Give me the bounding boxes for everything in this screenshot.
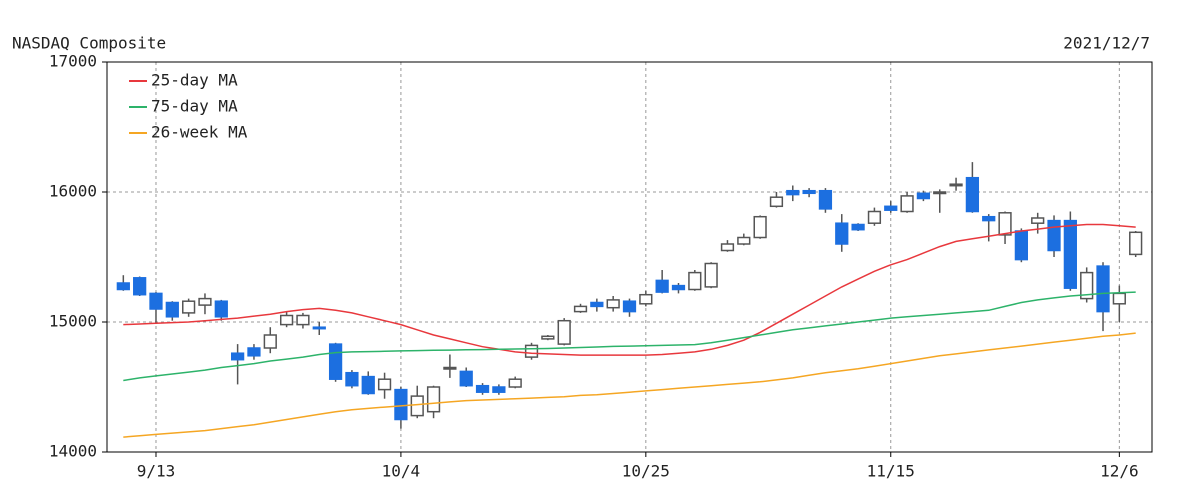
candle-body xyxy=(622,300,637,313)
candle-body xyxy=(671,284,686,291)
x-tick-label: 10/4 xyxy=(382,462,421,481)
candle-body xyxy=(377,378,392,391)
candle-body xyxy=(704,262,718,288)
candle-body xyxy=(182,300,196,314)
candle-body xyxy=(884,205,898,211)
candle-body xyxy=(492,386,506,393)
candle-body xyxy=(867,210,882,224)
candle-body xyxy=(900,195,914,213)
candle-body xyxy=(949,183,963,187)
y-tick-label: 14000 xyxy=(49,442,97,461)
candle-body xyxy=(149,292,163,310)
candle-body xyxy=(394,388,408,421)
candle-body xyxy=(1014,230,1029,261)
chart-title: NASDAQ Composite xyxy=(12,34,166,53)
candle-body xyxy=(720,243,735,252)
candle-body xyxy=(230,352,245,361)
x-tick-label: 11/15 xyxy=(867,462,915,481)
candle-body xyxy=(312,326,326,330)
candle-body xyxy=(737,236,751,245)
candle-body xyxy=(818,189,833,210)
candle-body xyxy=(965,176,980,213)
candle-body xyxy=(541,335,555,340)
chart-date: 2021/12/7 xyxy=(1063,34,1150,53)
candle-body xyxy=(769,196,784,208)
candle-body xyxy=(655,279,669,293)
candle-body xyxy=(851,223,865,231)
candle-body xyxy=(116,282,130,291)
candle-body xyxy=(198,297,212,306)
candle-body xyxy=(916,192,931,200)
candle-body xyxy=(133,277,147,296)
candle-body xyxy=(982,215,996,222)
candle-body xyxy=(296,314,310,326)
candle-body xyxy=(410,395,424,417)
candle-body xyxy=(1112,292,1126,305)
candle-body xyxy=(1096,265,1110,313)
candle-body xyxy=(606,299,620,309)
x-tick-label: 12/6 xyxy=(1100,462,1139,481)
y-tick-label: 15000 xyxy=(49,312,97,331)
candle-body xyxy=(475,384,490,393)
candle-body xyxy=(214,300,228,318)
candle-body xyxy=(361,375,375,395)
candle-body xyxy=(345,371,359,387)
candle-body xyxy=(263,334,277,349)
candle-body xyxy=(557,319,571,345)
ma-line xyxy=(123,332,1136,438)
candle-body xyxy=(753,215,767,239)
candle-body xyxy=(590,301,604,308)
candle-body xyxy=(1063,219,1077,289)
ma-line xyxy=(123,223,1136,356)
candle-body xyxy=(998,212,1012,236)
candle-body xyxy=(786,189,800,196)
x-tick-label: 10/25 xyxy=(622,462,670,481)
candle-body xyxy=(1080,271,1094,300)
candle-body xyxy=(639,293,653,305)
candle-body xyxy=(165,301,179,318)
y-tick-label: 16000 xyxy=(49,182,97,201)
candle-body xyxy=(524,344,539,358)
candle-body xyxy=(1129,231,1143,256)
legend-label: 75-day MA xyxy=(151,97,238,116)
candle-body xyxy=(688,271,702,291)
legend-label: 25-day MA xyxy=(151,71,238,90)
ma-line xyxy=(123,291,1136,382)
candle-body xyxy=(933,191,947,195)
plot-frame xyxy=(106,61,1153,453)
candle-body xyxy=(459,370,473,387)
candle-body xyxy=(443,366,457,370)
legend-label: 26-week MA xyxy=(151,123,248,142)
candle-body xyxy=(1031,217,1045,224)
candle-body xyxy=(328,343,343,380)
x-tick-label: 9/13 xyxy=(137,462,176,481)
candle-body xyxy=(247,347,261,357)
candle-body xyxy=(1047,219,1061,252)
candle-body xyxy=(573,305,588,313)
candle-body xyxy=(508,378,522,388)
candle-body xyxy=(279,314,294,326)
candle-body xyxy=(835,222,849,245)
candle-body xyxy=(802,189,816,195)
y-tick-label: 17000 xyxy=(49,52,97,71)
candle-body xyxy=(426,386,441,413)
